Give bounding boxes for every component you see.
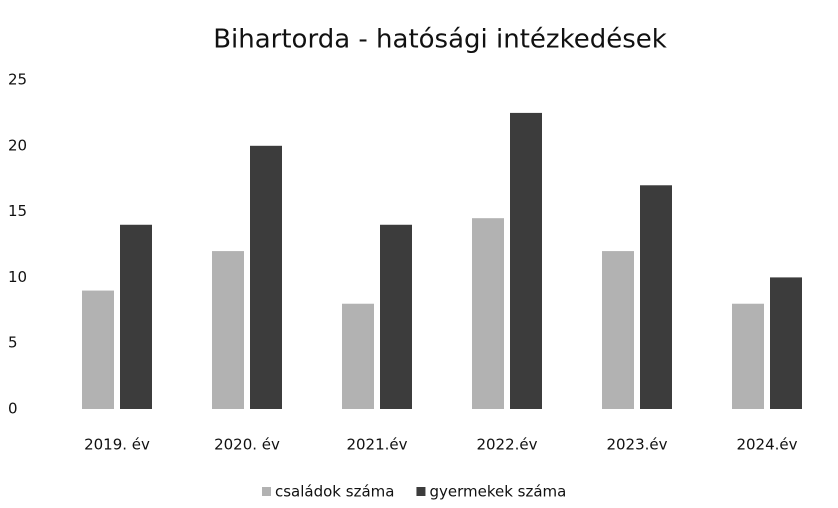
- y-tick-label: 25: [8, 71, 27, 89]
- bar: [342, 303, 374, 409]
- x-tick-label: 2022.év: [476, 436, 537, 454]
- bar: [82, 290, 114, 409]
- bar: [120, 224, 152, 409]
- bar: [732, 303, 764, 409]
- bar: [212, 251, 244, 409]
- bar: [380, 224, 412, 409]
- x-tick-label: 2019. év: [84, 436, 150, 454]
- bar: [640, 185, 672, 409]
- x-tick-label: 2024.év: [736, 436, 797, 454]
- bar: [770, 277, 802, 409]
- y-tick-label: 10: [8, 268, 27, 286]
- chart-title: Bihartorda - hatósági intézkedések: [213, 25, 667, 55]
- x-tick-label: 2020. év: [214, 436, 280, 454]
- y-tick-label: 20: [8, 136, 27, 154]
- legend-swatch: [416, 487, 426, 496]
- bar: [510, 112, 542, 410]
- y-tick-label: 0: [8, 400, 18, 418]
- bar: [602, 251, 634, 409]
- x-tick-label: 2021.év: [346, 436, 407, 454]
- bar: [250, 145, 282, 410]
- y-tick-label: 5: [8, 334, 18, 352]
- legend-label: családok száma: [275, 483, 394, 501]
- legend-swatch: [262, 487, 271, 496]
- x-tick-label: 2023.év: [606, 436, 667, 454]
- bar: [472, 218, 504, 409]
- y-tick-label: 15: [8, 202, 27, 220]
- legend-label: gyermekek száma: [429, 483, 566, 501]
